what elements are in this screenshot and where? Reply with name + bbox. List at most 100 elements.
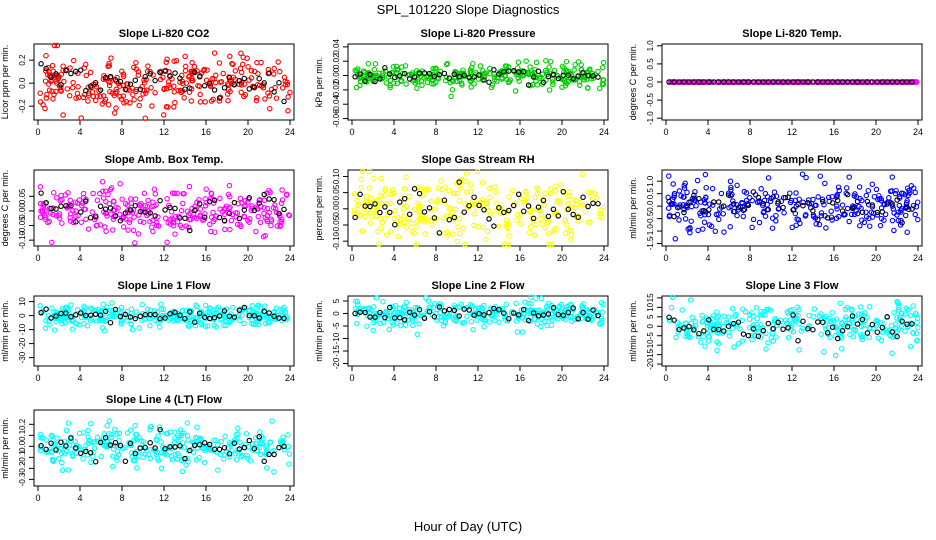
data-point-mean xyxy=(221,217,228,224)
data-point-mean xyxy=(372,314,378,320)
data-point-mean xyxy=(790,312,796,318)
data-point xyxy=(92,97,99,104)
data-point xyxy=(889,217,896,224)
data-point xyxy=(445,187,452,194)
data-point-mean xyxy=(397,314,403,321)
data-point xyxy=(211,322,217,329)
data-point xyxy=(97,190,103,197)
data-point xyxy=(454,190,461,197)
data-point xyxy=(694,177,701,184)
data-point xyxy=(220,456,227,462)
data-point xyxy=(585,84,591,91)
data-point xyxy=(666,173,672,179)
data-point-mean xyxy=(226,313,233,319)
data-point xyxy=(368,195,374,202)
data-point xyxy=(915,216,921,223)
data-point xyxy=(155,457,162,463)
data-point xyxy=(749,197,756,204)
data-point xyxy=(914,199,921,205)
data-point xyxy=(70,57,77,64)
data-point-mean xyxy=(899,219,905,226)
data-point xyxy=(145,197,151,204)
data-point xyxy=(101,328,108,334)
data-point-mean xyxy=(515,191,522,198)
data-point xyxy=(810,213,817,220)
data-point-mean xyxy=(859,79,866,85)
data-point-mean xyxy=(246,312,253,319)
data-point xyxy=(475,223,481,230)
data-point xyxy=(568,310,574,316)
y-tick-label: 5 xyxy=(332,298,341,303)
data-point xyxy=(108,55,114,61)
data-point xyxy=(803,174,809,181)
data-point xyxy=(725,190,732,196)
data-point xyxy=(162,448,168,454)
data-point xyxy=(54,435,60,441)
data-point xyxy=(414,85,420,92)
data-point xyxy=(158,301,164,307)
data-point-mean xyxy=(829,79,836,85)
data-point-mean xyxy=(416,190,423,197)
data-point xyxy=(286,461,292,467)
data-point-mean xyxy=(196,310,203,316)
data-point xyxy=(823,225,829,231)
data-point xyxy=(108,431,115,438)
data-point-mean xyxy=(904,204,910,210)
data-point-mean xyxy=(177,75,183,81)
data-point-mean xyxy=(382,65,388,71)
data-point-mean xyxy=(241,207,248,213)
data-point-mean xyxy=(486,79,492,85)
data-point xyxy=(257,316,263,322)
data-point xyxy=(44,91,50,98)
data-point xyxy=(761,309,767,315)
data-point-mean xyxy=(676,326,682,333)
data-point-mean xyxy=(486,309,492,316)
data-point xyxy=(37,99,44,105)
data-point xyxy=(59,460,65,466)
data-point xyxy=(191,63,198,70)
data-point xyxy=(477,63,484,69)
data-point xyxy=(247,457,254,464)
data-point-mean xyxy=(904,321,910,327)
data-point xyxy=(227,53,233,60)
data-point xyxy=(456,197,463,204)
data-point xyxy=(108,185,115,191)
data-point-mean xyxy=(132,315,139,322)
x-tick-label: 12 xyxy=(473,127,483,137)
data-point xyxy=(523,58,529,64)
data-point xyxy=(889,350,895,357)
data-point xyxy=(488,305,494,312)
x-tick-label: 24 xyxy=(285,493,295,503)
data-point xyxy=(695,334,702,340)
data-point xyxy=(270,204,277,211)
data-point xyxy=(116,430,123,437)
data-point xyxy=(83,216,89,223)
data-point xyxy=(832,352,839,359)
data-point xyxy=(843,185,850,191)
data-point-mean xyxy=(550,305,557,311)
y-tick-label: -0.05 xyxy=(18,216,27,235)
data-point-mean xyxy=(874,209,881,216)
data-point xyxy=(692,318,699,325)
data-point-mean xyxy=(471,312,477,319)
panel-title: Slope Li-820 CO2 xyxy=(119,28,209,40)
data-point xyxy=(566,189,573,195)
data-point xyxy=(37,90,43,96)
data-point xyxy=(87,69,94,76)
data-point xyxy=(58,192,64,199)
data-point xyxy=(403,224,410,231)
x-tick-label: 8 xyxy=(119,373,124,383)
data-point xyxy=(279,197,286,203)
data-point xyxy=(253,97,260,104)
data-point xyxy=(550,79,556,85)
data-point xyxy=(897,314,903,320)
data-point-mean xyxy=(701,207,707,214)
data-point xyxy=(893,187,899,194)
data-point xyxy=(472,211,478,217)
data-point xyxy=(191,214,198,221)
data-point xyxy=(81,305,88,311)
data-point xyxy=(463,170,470,177)
data-point xyxy=(181,430,187,436)
data-point xyxy=(842,316,848,323)
data-point xyxy=(185,437,191,443)
